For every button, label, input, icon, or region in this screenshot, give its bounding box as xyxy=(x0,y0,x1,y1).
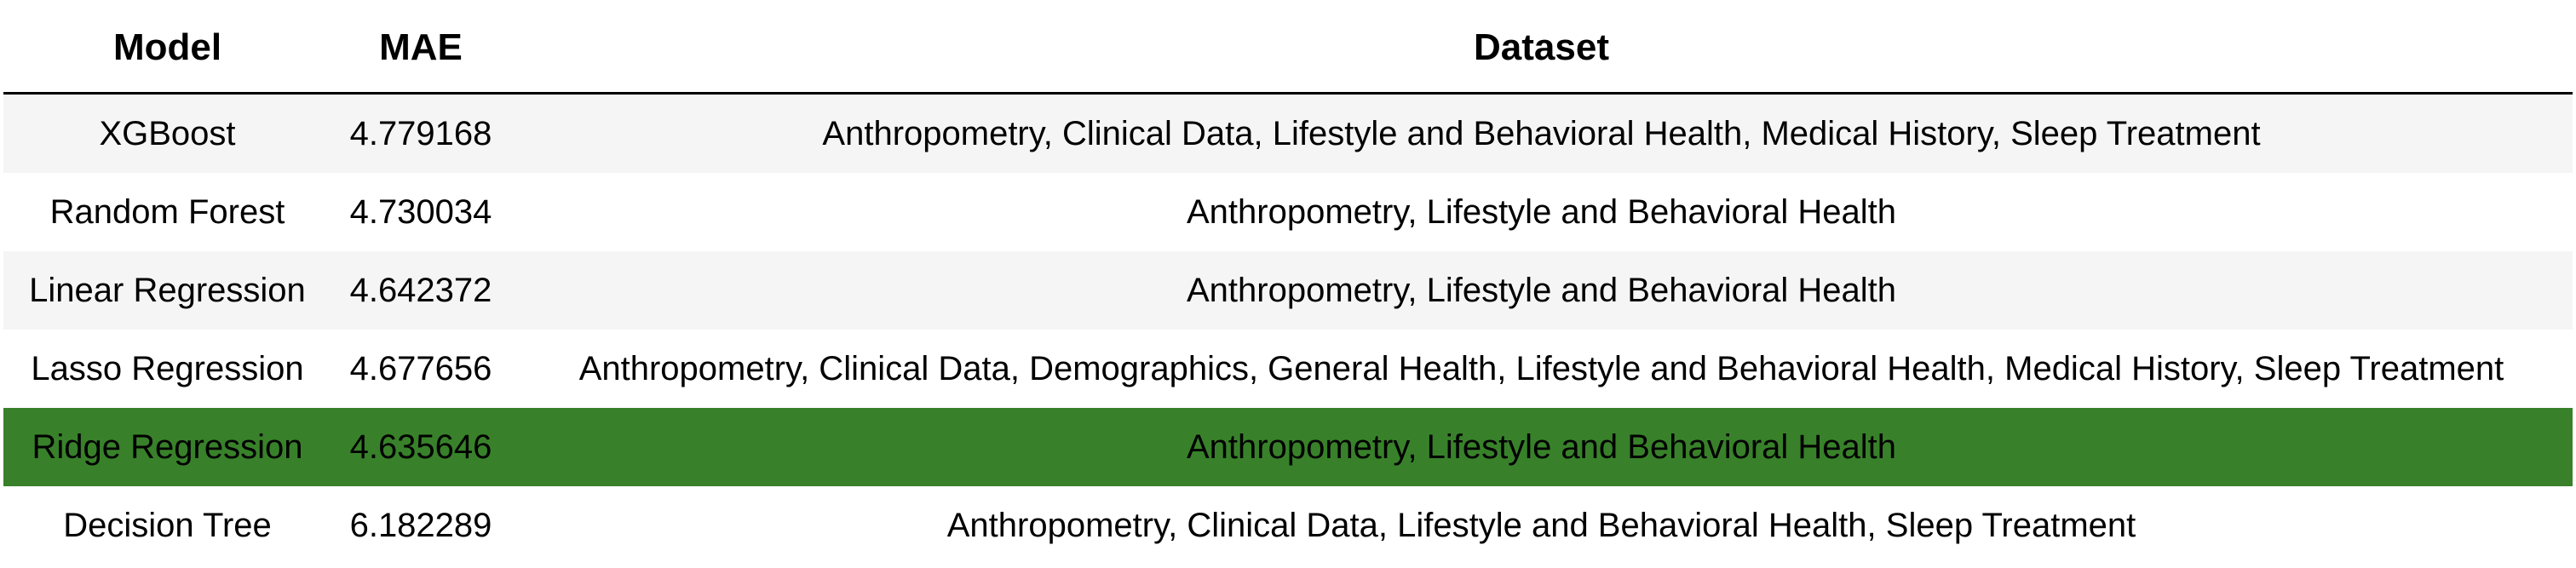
header-model: Model xyxy=(3,3,331,95)
cell-model: Random Forest xyxy=(3,173,331,251)
header-mae: MAE xyxy=(331,3,510,95)
cell-mae: 6.182289 xyxy=(331,486,510,565)
cell-mae: 4.779168 xyxy=(331,93,510,173)
header-dataset: Dataset xyxy=(510,3,2573,95)
table-body: XGBoost 4.779168 Anthropometry, Clinical… xyxy=(3,93,2573,565)
cell-model: Decision Tree xyxy=(3,486,331,565)
cell-dataset: Anthropometry, Clinical Data, Demographi… xyxy=(510,330,2573,408)
table-row: Linear Regression 4.642372 Anthropometry… xyxy=(3,251,2573,330)
cell-mae: 4.730034 xyxy=(331,173,510,251)
table-row: XGBoost 4.779168 Anthropometry, Clinical… xyxy=(3,93,2573,173)
cell-model: Ridge Regression xyxy=(3,408,331,486)
cell-mae: 4.642372 xyxy=(331,251,510,330)
cell-mae: 4.635646 xyxy=(331,408,510,486)
cell-dataset: Anthropometry, Clinical Data, Lifestyle … xyxy=(510,486,2573,565)
cell-model: Lasso Regression xyxy=(3,330,331,408)
header-row: Model MAE Dataset xyxy=(3,3,2573,95)
cell-model: XGBoost xyxy=(3,93,331,173)
cell-dataset: Anthropometry, Lifestyle and Behavioral … xyxy=(510,251,2573,330)
table-row: Random Forest 4.730034 Anthropometry, Li… xyxy=(3,173,2573,251)
cell-dataset: Anthropometry, Clinical Data, Lifestyle … xyxy=(510,93,2573,173)
cell-dataset: Anthropometry, Lifestyle and Behavioral … xyxy=(510,173,2573,251)
cell-mae: 4.677656 xyxy=(331,330,510,408)
cell-model: Linear Regression xyxy=(3,251,331,330)
table-header: Model MAE Dataset xyxy=(3,3,2573,95)
table-row-highlighted: Ridge Regression 4.635646 Anthropometry,… xyxy=(3,408,2573,486)
results-table-container: Model MAE Dataset XGBoost 4.779168 Anthr… xyxy=(3,3,2573,565)
results-table: Model MAE Dataset XGBoost 4.779168 Anthr… xyxy=(3,3,2573,565)
table-row: Lasso Regression 4.677656 Anthropometry,… xyxy=(3,330,2573,408)
table-row: Decision Tree 6.182289 Anthropometry, Cl… xyxy=(3,486,2573,565)
cell-dataset: Anthropometry, Lifestyle and Behavioral … xyxy=(510,408,2573,486)
